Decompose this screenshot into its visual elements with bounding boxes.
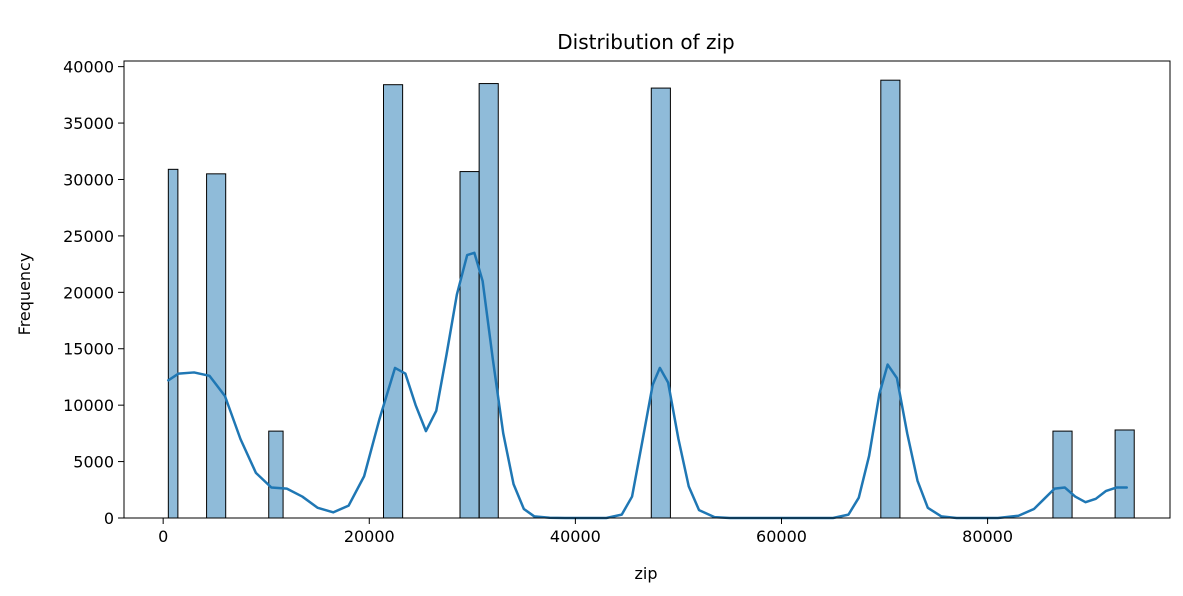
kde-layer <box>167 251 1128 520</box>
y-tick-label: 20000 <box>63 283 114 302</box>
histogram-bar <box>383 84 404 519</box>
histogram-bar <box>459 171 480 519</box>
axes-layer: 0 20000 40000 60000 80000 0 5000 10000 15000 2000… <box>63 58 1013 546</box>
y-tick-label: 15000 <box>63 340 114 359</box>
x-tick-label: 20000 <box>344 527 395 546</box>
y-axis-label: Frequency <box>15 253 34 336</box>
x-tick-label: 80000 <box>962 527 1013 546</box>
histogram-bar <box>478 83 499 519</box>
plot-frame <box>123 60 1171 519</box>
histogram-bar <box>167 168 179 519</box>
y-tick-label: 5000 <box>73 453 114 472</box>
histogram-bar <box>268 430 284 519</box>
y-tick-label: 25000 <box>63 227 114 246</box>
histogram-bar <box>880 79 901 519</box>
histogram-bar <box>206 173 227 519</box>
chart-title: Distribution of zip <box>557 30 734 54</box>
y-tick-label: 35000 <box>63 114 114 133</box>
bars-layer <box>167 79 1135 519</box>
kde-line <box>167 251 1128 520</box>
histogram-bar <box>650 87 671 519</box>
y-tick-label: 0 <box>104 509 114 528</box>
x-tick-label: 60000 <box>756 527 807 546</box>
x-tick-label: 0 <box>158 527 168 546</box>
y-tick-label: 30000 <box>63 170 114 189</box>
y-tick-label: 10000 <box>63 396 114 415</box>
x-axis-label: zip <box>635 564 658 583</box>
histogram-bar <box>1114 429 1135 519</box>
histogram-bar <box>1052 430 1073 519</box>
y-tick-label: 40000 <box>63 58 114 77</box>
x-tick-label: 40000 <box>550 527 601 546</box>
